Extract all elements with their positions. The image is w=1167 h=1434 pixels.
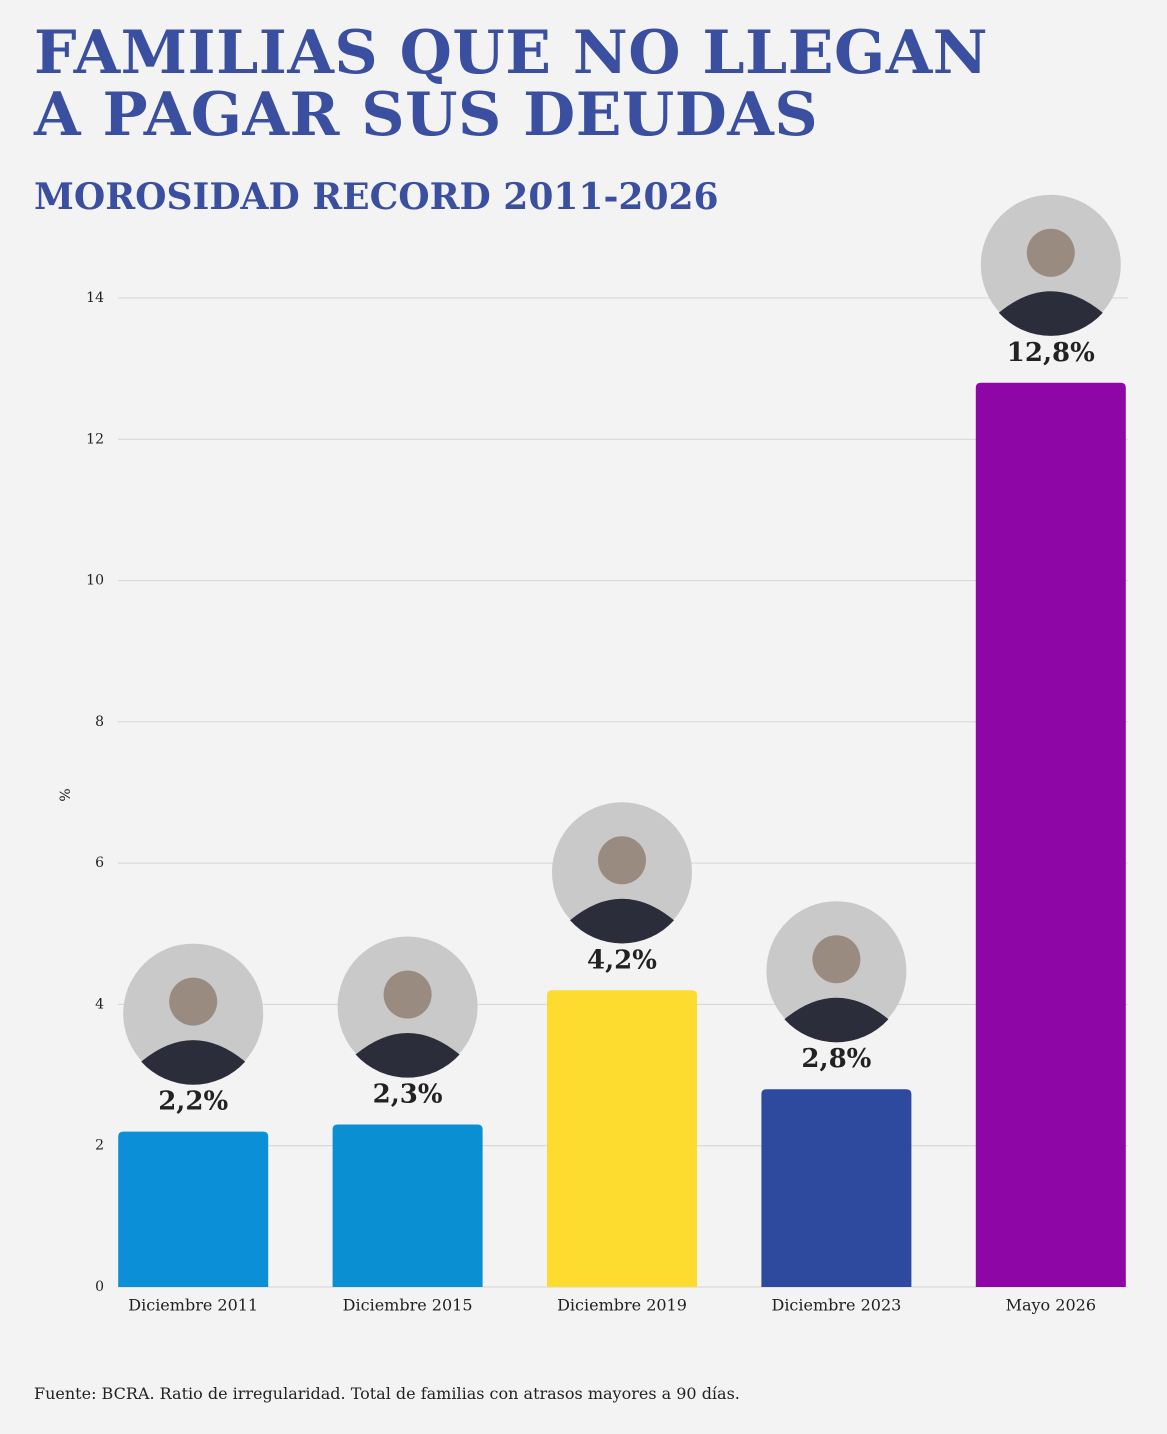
y-tick-label: 2 (95, 1138, 104, 1154)
x-tick-label: Diciembre 2015 (343, 1296, 473, 1315)
value-label: 2,8% (801, 1044, 871, 1074)
portrait (123, 943, 264, 1085)
bar (975, 382, 1126, 1287)
bar (332, 1124, 483, 1287)
chart-title: FAMILIAS QUE NO LLEGAN A PAGAR SUS DEUDA… (34, 18, 989, 150)
portrait (980, 194, 1121, 336)
portrait (337, 936, 478, 1078)
x-tick-label: Diciembre 2011 (128, 1296, 258, 1315)
x-tick-label: Diciembre 2019 (557, 1296, 687, 1315)
y-axis-label: % (58, 788, 74, 801)
portrait-head (812, 935, 861, 984)
portrait-head (598, 836, 646, 885)
y-tick-label: 14 (86, 290, 104, 306)
portrait (552, 802, 692, 944)
portrait-head (1026, 228, 1075, 277)
y-tick-label: 10 (86, 573, 104, 589)
y-tick-label: 12 (86, 431, 104, 447)
portrait-body (784, 997, 889, 1043)
portrait-body (141, 1040, 246, 1085)
chart-subtitle: MOROSIDAD RECORD 2011-2026 (34, 176, 719, 218)
chart: % 0 2 4 6 8 10 12 14 Diciembre 2011 2,2% Diciembre… (58, 194, 1128, 1315)
x-tick-label: Diciembre 2023 (771, 1296, 901, 1315)
portrait-body (570, 898, 674, 944)
portrait-body (355, 1033, 460, 1078)
portrait (766, 901, 907, 1043)
y-tick-label: 6 (95, 855, 104, 871)
value-label: 12,8% (1007, 338, 1095, 368)
footnote: Fuente: BCRA. Ratio de irregularidad. To… (34, 1384, 740, 1403)
value-label: 2,2% (158, 1087, 228, 1117)
bar (118, 1131, 269, 1287)
bar (547, 990, 697, 1287)
value-label: 2,3% (373, 1080, 443, 1110)
x-tick-label: Mayo 2026 (1006, 1296, 1096, 1315)
value-label: 4,2% (587, 945, 657, 975)
y-tick-label: 4 (95, 996, 104, 1012)
y-tick-label: 8 (95, 714, 104, 730)
y-tick-label: 0 (95, 1279, 104, 1295)
portrait-head (383, 970, 432, 1019)
portrait-body (998, 291, 1103, 336)
bar (761, 1089, 912, 1287)
portrait-head (169, 977, 218, 1026)
